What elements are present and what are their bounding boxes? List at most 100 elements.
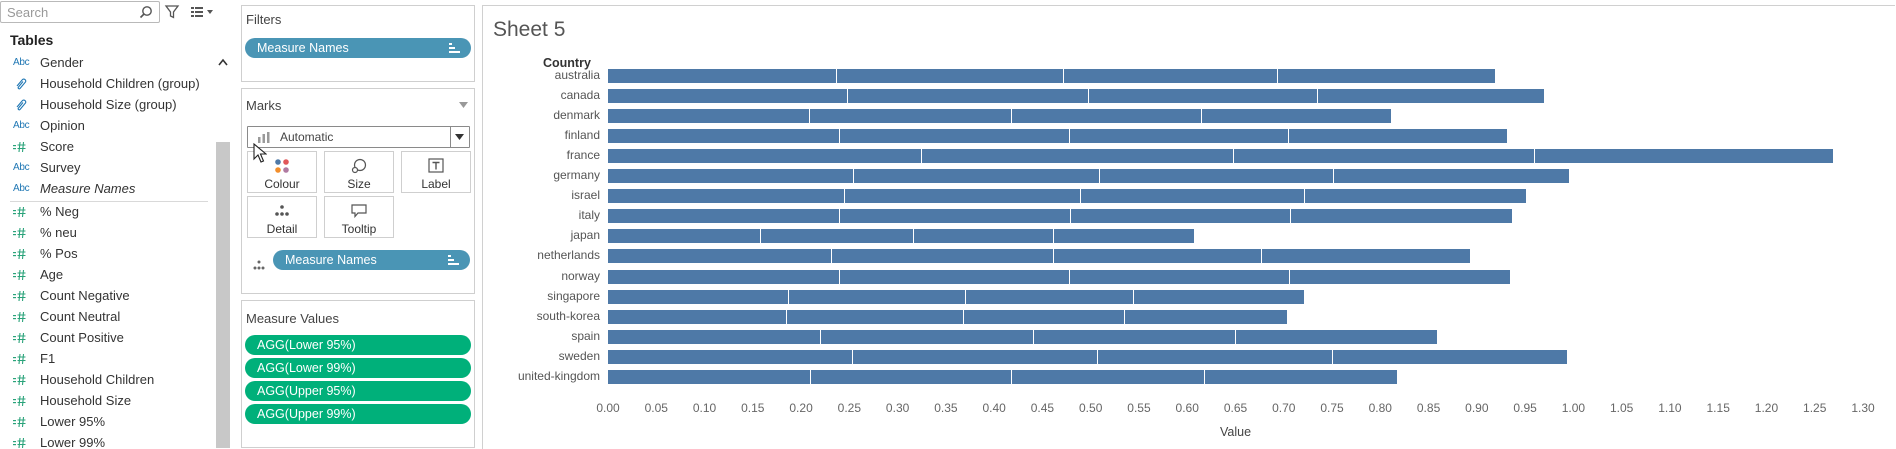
bar-segment[interactable] [1288,129,1508,144]
measure-pill[interactable]: AGG(Lower 95%) [245,335,471,355]
field-item[interactable]: % neu [0,223,214,244]
bar-segment[interactable] [608,209,840,224]
filter-pill-measure-names[interactable]: Measure Names [245,38,471,58]
field-item[interactable]: Abc Gender [0,53,214,74]
bar-segment[interactable] [1100,169,1334,184]
bar-segment[interactable] [1011,109,1202,124]
bar-segment[interactable] [848,89,1089,104]
bar-segment[interactable] [1333,169,1570,184]
bar-segment[interactable] [1277,69,1497,83]
bar-segment[interactable] [1054,249,1262,264]
bar-segment[interactable] [608,89,849,104]
bar-segment[interactable] [1070,129,1289,144]
bar-segment[interactable] [810,369,1013,384]
field-item[interactable]: Count Positive [0,328,214,349]
bar-segment[interactable] [1033,329,1237,344]
bar-segment[interactable] [1333,349,1568,364]
bar-segment[interactable] [1305,189,1528,204]
bar-segment[interactable] [608,329,822,344]
bar-segment[interactable] [1071,209,1292,224]
search-box[interactable] [0,1,160,23]
bar-segment[interactable] [1054,229,1195,244]
field-item[interactable]: F1 [0,349,214,370]
measure-pill[interactable]: AGG(Upper 99%) [245,404,471,424]
detail-pill-measure-names[interactable]: Measure Names [273,250,470,270]
size-button[interactable]: Size [324,151,394,193]
field-item[interactable]: Count Negative [0,286,214,307]
bar-segment[interactable] [964,309,1126,324]
bar-segment[interactable] [821,329,1034,344]
bar-segment[interactable] [1236,329,1439,344]
bar-segment[interactable] [1012,369,1205,384]
field-item[interactable]: Lower 99% [0,433,214,448]
bar-segment[interactable] [1261,249,1472,264]
bar-segment[interactable] [914,229,1054,244]
bar-segment[interactable] [1233,149,1535,164]
bar-segment[interactable] [966,289,1135,304]
bar-segment[interactable] [761,229,914,244]
bar-segment[interactable] [608,189,846,204]
field-item[interactable]: % Pos [0,244,214,265]
bar-segment[interactable] [1291,209,1513,224]
mark-type-dropdown[interactable] [450,127,469,147]
marks-menu-icon[interactable] [459,102,468,108]
colour-button[interactable]: Colour [247,151,317,193]
bar-segment[interactable] [853,349,1099,364]
scrollbar-thumb[interactable] [216,142,230,448]
bar-segment[interactable] [845,189,1082,204]
bar-segment[interactable] [608,169,855,184]
filter-icon[interactable] [164,4,180,20]
bar-segment[interactable] [839,129,1071,144]
bar-segment[interactable] [839,209,1072,224]
mark-type-select[interactable]: Automatic [247,126,470,148]
bar-segment[interactable] [1063,69,1278,83]
field-item[interactable]: Lower 95% [0,412,214,433]
field-item[interactable]: Household Size (group) [0,95,214,116]
field-item[interactable]: Abc Measure Names [0,179,214,200]
tooltip-button[interactable]: Tooltip [324,196,394,238]
field-item[interactable]: Count Neutral [0,307,214,328]
search-input[interactable] [7,3,137,21]
field-item[interactable]: Household Children (group) [0,74,214,95]
label-button[interactable]: Label [401,151,471,193]
chevron-up-icon[interactable] [218,58,228,66]
bar-segment[interactable] [1125,309,1288,324]
bar-segment[interactable] [608,129,840,144]
bar-segment[interactable] [836,69,1064,83]
bar-segment[interactable] [831,249,1054,264]
bar-segment[interactable] [608,269,840,284]
field-item[interactable]: Age [0,265,214,286]
bar-segment[interactable] [788,289,967,304]
bar-segment[interactable] [608,289,789,304]
measure-pill[interactable]: AGG(Lower 99%) [245,358,471,378]
bar-segment[interactable] [1317,89,1546,104]
bar-segment[interactable] [608,349,854,364]
bar-segment[interactable] [786,309,965,324]
bar-segment[interactable] [1081,189,1305,204]
bar-segment[interactable] [1201,109,1392,124]
view-toggle-icon[interactable] [190,4,214,20]
bar-segment[interactable] [839,269,1071,284]
bar-segment[interactable] [608,369,811,384]
measure-pill[interactable]: AGG(Upper 95%) [245,381,471,401]
bar-segment[interactable] [1134,289,1305,304]
bar-segment[interactable] [608,249,832,264]
bar-segment[interactable] [1534,149,1835,164]
bar-segment[interactable] [608,109,810,124]
search-icon[interactable] [139,5,153,19]
bar-segment[interactable] [921,149,1234,164]
bar-segment[interactable] [1098,349,1333,364]
bar-segment[interactable] [809,109,1012,124]
bar-segment[interactable] [608,149,922,164]
bar-segment[interactable] [1070,269,1290,284]
bar-segment[interactable] [854,169,1101,184]
bar-segment[interactable] [608,309,787,324]
field-item[interactable]: Abc Opinion [0,116,214,137]
bar-segment[interactable] [1088,89,1318,104]
field-item[interactable]: Score [0,137,214,158]
field-item[interactable]: Abc Survey [0,158,214,179]
field-item[interactable]: % Neg [0,202,214,223]
field-item[interactable]: Household Size [0,391,214,412]
bar-segment[interactable] [608,229,762,244]
detail-button[interactable]: Detail [247,196,317,238]
